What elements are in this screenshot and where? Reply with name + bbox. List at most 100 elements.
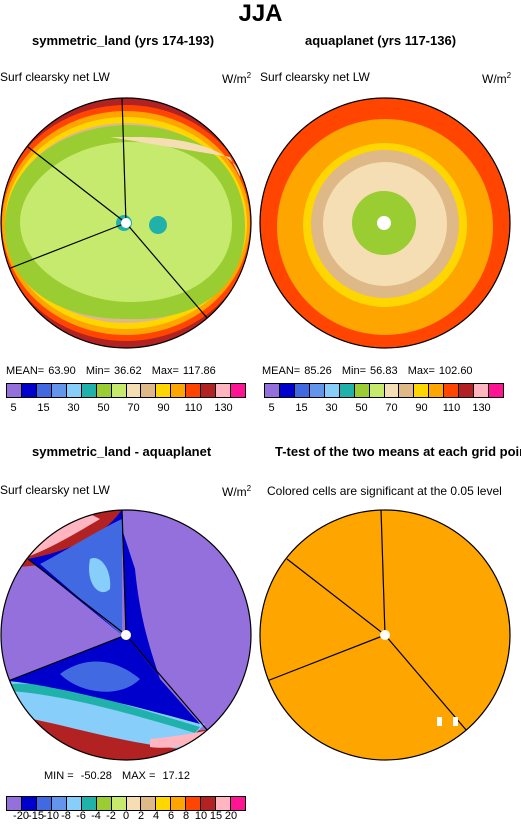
stats-difference: MIN = -50.28 MAX = 17.12: [44, 770, 190, 782]
colorbar-swatch: [201, 797, 217, 810]
colorbar-tick-label: 6: [167, 810, 175, 822]
colorbar-swatch: [444, 384, 460, 397]
colorbar-swatch: [7, 797, 22, 810]
panel-title-ttest: T-test of the two means at each grid poi…: [275, 444, 521, 459]
colorbar-swatch: [279, 384, 295, 397]
variable-label-1: Surf clearsky net LW: [0, 70, 110, 84]
colorbar-tick-label: -2: [106, 810, 116, 822]
colorbar-tick-label: 130: [472, 402, 491, 414]
map-ttest: [259, 509, 511, 761]
colorbar-tick-label: 30: [67, 402, 80, 414]
colorbar-swatch: [111, 797, 127, 810]
colorbar-swatch: [66, 384, 82, 397]
colorbar-swatch: [201, 384, 217, 397]
colorbar-swatch: [489, 384, 503, 397]
panel-title-symmetric-land: symmetric_land (yrs 174-193): [32, 33, 215, 48]
colorbar-tick-label: 110: [442, 402, 461, 414]
colorbar-swatch: [474, 384, 490, 397]
colorbar-swatch: [399, 384, 415, 397]
ttest-note: Colored cells are significant at the 0.0…: [267, 484, 502, 498]
min-cell: [149, 216, 167, 234]
colorbar-tick-label: 130: [214, 402, 233, 414]
colorbar-swatch: [36, 384, 52, 397]
variable-label-3: Surf clearsky net LW: [0, 483, 110, 497]
colorbar-tick-label: 4: [152, 810, 160, 822]
colorbar-swatch: [216, 797, 232, 810]
colorbar-swatch: [156, 797, 172, 810]
colorbar-ticks-1: 5 15 30 50 70 90 110 130: [6, 402, 246, 416]
map-symmetric-land: [0, 97, 252, 349]
map-difference: [0, 509, 252, 761]
colorbar-tick-label: 5: [268, 402, 275, 414]
colorbar-swatch: [51, 384, 67, 397]
stats-symmetric-land: MEAN= 63.90 Min= 36.62 Max= 117.86: [6, 365, 216, 377]
units-label-2: W/m2: [482, 71, 512, 86]
colorbar-swatch: [171, 384, 187, 397]
colorbar-tick-label: -8: [61, 810, 71, 822]
colorbar-tick-label: 30: [325, 402, 338, 414]
units-label-3: W/m2: [222, 484, 252, 499]
colorbar-tick-label: -15: [28, 810, 44, 822]
colorbar-swatch: [81, 797, 97, 810]
colorbar-swatch: [96, 384, 112, 397]
colorbar-swatch: [339, 384, 355, 397]
colorbar-swatch: [414, 384, 430, 397]
colorbar-tick-label: -10: [43, 810, 59, 822]
colorbar-swatch: [36, 797, 52, 810]
colorbar-swatch: [66, 797, 82, 810]
colorbar-difference: [6, 796, 246, 811]
colorbar-tick-label: 90: [415, 402, 428, 414]
colorbar-swatch: [369, 384, 385, 397]
colorbar-tick-label: -4: [91, 810, 101, 822]
colorbar-tick-label: -6: [76, 810, 86, 822]
colorbar-tick-label: 50: [355, 402, 368, 414]
colorbar-swatch: [96, 797, 112, 810]
colorbar-aquaplanet: [264, 383, 504, 398]
colorbar-swatch: [111, 384, 127, 397]
colorbar-tick-label: 8: [182, 810, 190, 822]
colorbar-tick-label: 20: [224, 810, 238, 822]
colorbar-swatch: [231, 797, 245, 810]
colorbar-swatch: [384, 384, 400, 397]
panel-title-aquaplanet: aquaplanet (yrs 117-136): [305, 33, 457, 48]
colorbar-tick-label: 15: [37, 402, 50, 414]
colorbar-swatch: [429, 384, 445, 397]
colorbar-tick-label: 15: [209, 810, 223, 822]
colorbar-swatch: [21, 384, 37, 397]
colorbar-swatch: [126, 797, 142, 810]
colorbar-symmetric-land: [6, 383, 246, 398]
colorbar-swatch: [354, 384, 370, 397]
colorbar-swatch: [171, 797, 187, 810]
colorbar-swatch: [21, 797, 37, 810]
stats-aquaplanet: MEAN= 85.26 Min= 56.83 Max= 102.60: [262, 365, 473, 377]
colorbar-swatch: [294, 384, 310, 397]
panel-title-difference: symmetric_land - aquaplanet: [32, 444, 212, 459]
colorbar-swatch: [459, 384, 475, 397]
colorbar-swatch: [7, 384, 22, 397]
colorbar-ticks-3: -20 -15 -10 -8 -6 -4 -2 0 2 4 6 8 10 15 20: [6, 810, 246, 824]
colorbar-tick-label: -20: [13, 810, 29, 822]
colorbar-swatch: [81, 384, 97, 397]
colorbar-tick-label: 110: [184, 402, 203, 414]
units-label-1: W/m2: [222, 71, 252, 86]
colorbar-swatch: [141, 797, 157, 810]
colorbar-swatch: [265, 384, 280, 397]
colorbar-swatch: [231, 384, 245, 397]
colorbar-swatch: [51, 797, 67, 810]
colorbar-swatch: [186, 384, 202, 397]
colorbar-swatch: [186, 797, 202, 810]
colorbar-swatch: [126, 384, 142, 397]
colorbar-ticks-2: 5 15 30 50 70 90 110 130: [264, 402, 504, 416]
colorbar-tick-label: 70: [127, 402, 140, 414]
colorbar-swatch: [216, 384, 232, 397]
map-aquaplanet: [259, 97, 511, 349]
colorbar-tick-label: 15: [295, 402, 308, 414]
colorbar-swatch: [156, 384, 172, 397]
colorbar-tick-label: 70: [385, 402, 398, 414]
colorbar-tick-label: 50: [97, 402, 110, 414]
colorbar-swatch: [324, 384, 340, 397]
colorbar-tick-label: 0: [122, 810, 130, 822]
colorbar-tick-label: 2: [137, 810, 145, 822]
colorbar-tick-label: 90: [157, 402, 170, 414]
colorbar-tick-label: 5: [10, 402, 17, 414]
